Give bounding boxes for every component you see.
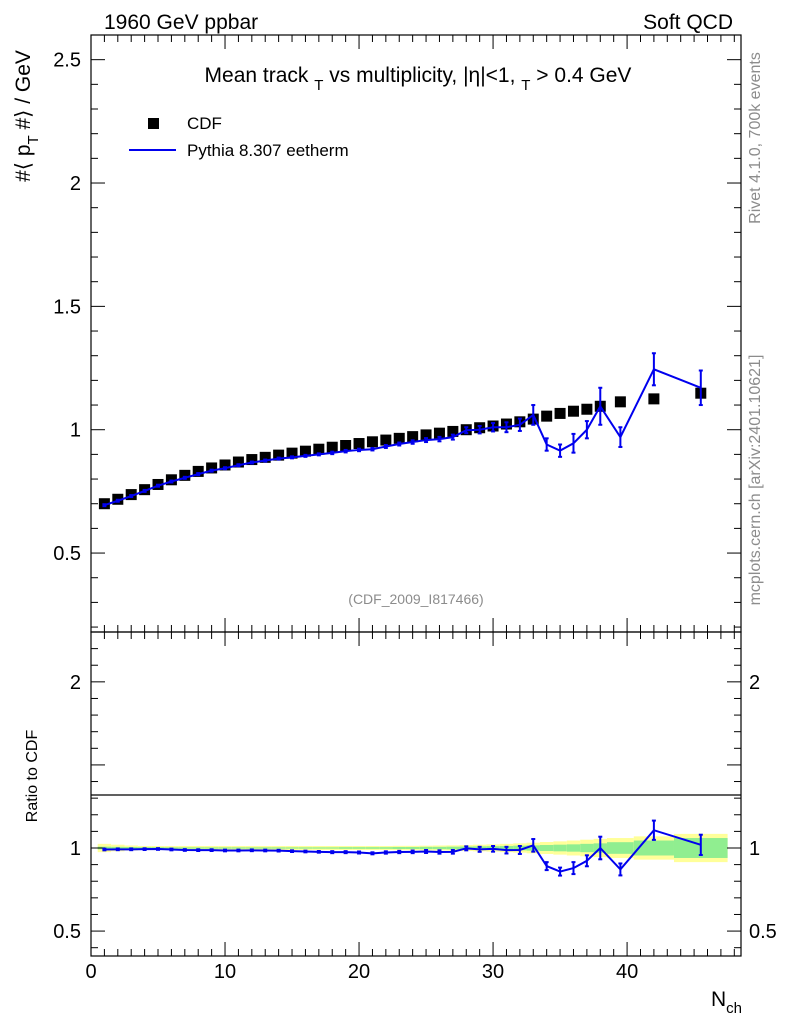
- cdf-point: [433, 427, 445, 439]
- pythia-series: [102, 352, 703, 508]
- legend-cdf-marker: [148, 118, 159, 129]
- cdf-point: [614, 396, 626, 408]
- ratio-uncertainty-bands: [97, 833, 728, 863]
- x-tick-label: 40: [616, 961, 638, 983]
- cdf-point: [273, 449, 285, 461]
- stat-band-bin: [553, 844, 567, 852]
- stat-band-bin: [231, 847, 246, 849]
- cdf-point: [420, 429, 432, 441]
- cdf-point: [313, 443, 325, 455]
- cdf-point: [179, 469, 191, 481]
- stat-band-bin: [245, 847, 259, 849]
- cdf-point: [366, 436, 378, 448]
- cdf-point: [554, 407, 566, 419]
- stat-band-bin: [419, 846, 433, 850]
- stat-band-bin: [606, 842, 634, 854]
- cdf-point: [259, 451, 271, 463]
- y-tick-label: 1: [70, 420, 81, 442]
- ratio-y-tick-label-left: 1: [70, 838, 81, 860]
- ratio-axis-ticks: [90, 631, 741, 956]
- ratio-y-tick-label-right: 0.5: [749, 921, 777, 943]
- y-tick-label: 1.5: [53, 296, 81, 318]
- main-axis-ticks: [90, 34, 741, 632]
- x-tick-label: 20: [348, 961, 370, 983]
- chart-title: Mean track T vs multiplicity, |η|<1, T >…: [205, 64, 632, 94]
- cdf-point: [581, 403, 593, 415]
- ratio-pythia-series: [102, 819, 703, 877]
- cdf-point: [407, 431, 419, 443]
- analysis-label: (CDF_2009_I817466): [348, 591, 483, 607]
- ratio-panel: 0.5 0.5 1 1 2 2 Ratio to CDF 0 10 20 30 40 Nch: [24, 631, 777, 1017]
- y-tick-label: 0.5: [53, 543, 81, 565]
- cdf-point: [206, 462, 218, 474]
- stat-band-bin: [365, 847, 380, 849]
- cdf-point: [299, 445, 311, 457]
- y-tick-label: 2: [70, 173, 81, 195]
- cdf-point: [447, 425, 459, 437]
- stat-band-bin: [580, 843, 594, 853]
- cdf-point: [286, 447, 298, 459]
- cdf-point: [393, 432, 405, 444]
- cdf-markers: [98, 387, 707, 510]
- stat-band-bin: [204, 847, 219, 849]
- ratio-y-tick-label-left: 2: [70, 672, 81, 694]
- main-panel: 0.5 1 1.5 2 2.5 Mean track T vs multiplicity…: [12, 34, 742, 633]
- stat-band-bin: [178, 847, 192, 849]
- stat-band-bin: [352, 847, 366, 849]
- ratio-y-axis-label: Ratio to CDF: [24, 730, 41, 823]
- stat-band-bin: [338, 847, 353, 849]
- cdf-point: [353, 438, 365, 450]
- stat-band-bin: [405, 847, 420, 849]
- stat-band-bin: [191, 847, 205, 849]
- ratio-frame: [90, 631, 742, 957]
- cdf-point: [232, 456, 244, 468]
- stat-band-bin: [446, 846, 460, 850]
- cdf-point: [541, 410, 553, 422]
- cdf-point: [326, 441, 338, 453]
- rivet-label: Rivet 4.1.0, 700k events: [747, 52, 764, 224]
- ratio-y-tick-labels: 0.5 0.5 1 1 2 2: [53, 672, 777, 943]
- cdf-point: [567, 405, 579, 417]
- legend-cdf-label: CDF: [187, 114, 222, 133]
- cdf-point: [192, 465, 204, 477]
- y-axis-label: #⟨ pT #⟩ / GeV: [12, 50, 42, 182]
- stat-band-bin: [271, 847, 286, 849]
- ratio-y-tick-label-right: 2: [749, 672, 760, 694]
- x-tick-labels: 0 10 20 30 40: [85, 961, 638, 983]
- ratio-y-tick-label-left: 0.5: [53, 921, 81, 943]
- stat-band-bin: [392, 847, 406, 849]
- main-y-tick-labels: 0.5 1 1.5 2 2.5: [53, 50, 81, 565]
- stat-band-bin: [218, 847, 232, 849]
- stat-band-bin: [298, 847, 313, 849]
- legend-pythia-label: Pythia 8.307 eetherm: [187, 141, 349, 160]
- stat-band-bin: [312, 847, 326, 849]
- source-label: mcplots.cern.ch [arXiv:2401.10621]: [747, 355, 764, 606]
- stat-band-bin: [379, 847, 393, 849]
- cdf-point: [648, 393, 660, 405]
- ratio-y-tick-label-right: 1: [749, 838, 760, 860]
- process-label: Soft QCD: [643, 11, 733, 34]
- stat-band-bin: [566, 844, 581, 852]
- stat-band-bin: [432, 846, 447, 850]
- x-tick-label: 10: [214, 961, 236, 983]
- stat-band-bin: [633, 840, 674, 856]
- stat-band-bin: [258, 847, 272, 849]
- stat-band-bin: [285, 847, 299, 849]
- legend: CDF Pythia 8.307 eetherm: [129, 114, 349, 160]
- cdf-point: [219, 459, 231, 471]
- cdf-point: [380, 434, 392, 446]
- x-axis-label: Nch: [711, 988, 742, 1017]
- y-tick-label: 2.5: [53, 50, 81, 72]
- x-tick-label: 30: [482, 961, 504, 983]
- stat-band-bin: [325, 847, 339, 849]
- stat-band-bin: [539, 845, 554, 851]
- cdf-point: [340, 439, 352, 451]
- cdf-point: [246, 454, 258, 466]
- beam-label: 1960 GeV ppbar: [104, 11, 258, 34]
- x-tick-label: 0: [85, 961, 96, 983]
